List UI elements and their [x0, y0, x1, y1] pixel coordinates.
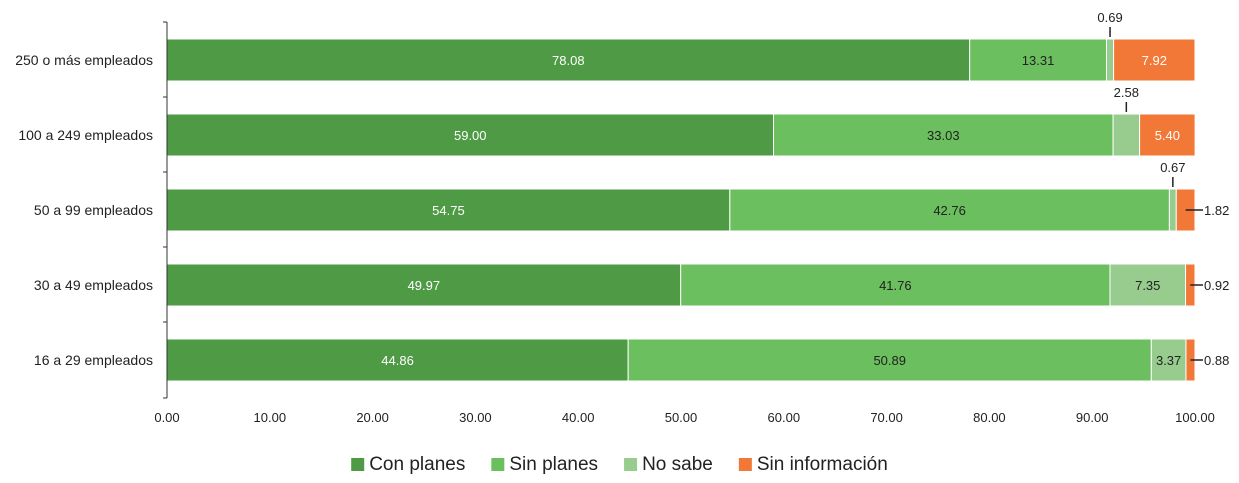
data-label: 54.75	[432, 203, 465, 218]
bar-no-sabe-250-o-mas-empleados	[1105, 38, 1115, 82]
x-tick-label: 90.00	[1076, 410, 1109, 425]
category-label: 16 a 29 empleados	[34, 352, 153, 368]
x-tick-label: 10.00	[254, 410, 287, 425]
bar-con-planes-100-a-249-empleados	[166, 113, 775, 157]
data-label: 59.00	[454, 128, 487, 143]
bar-no-sabe-100-a-249-empleados	[1112, 113, 1141, 157]
bar-sin-planes-250-o-mas-empleados	[969, 38, 1107, 82]
data-label: 50.89	[873, 353, 906, 368]
bar-sin-planes-30-a-49-empleados	[680, 263, 1111, 307]
legend-label-sin-informacion: Sin información	[757, 454, 888, 475]
x-tick-label: 70.00	[870, 410, 903, 425]
x-tick-label: 100.00	[1175, 410, 1215, 425]
category-label: 100 a 249 empleados	[18, 127, 153, 143]
bar-no-sabe-50-a-99-empleados	[1168, 188, 1177, 232]
x-tick-label: 40.00	[562, 410, 595, 425]
legend-label-sin-planes: Sin planes	[509, 454, 598, 475]
bar-sin-informacion-250-o-mas-empleados	[1113, 38, 1196, 82]
data-label: 33.03	[927, 128, 960, 143]
category-label: 30 a 49 empleados	[34, 277, 153, 293]
axes-group: 250 o más empleados 100 a 249 empleados 50…	[15, 21, 1215, 425]
x-tick-label: 0.00	[154, 410, 179, 425]
bar-sin-informacion-100-a-249-empleados	[1139, 113, 1196, 157]
bar-con-planes-50-a-99-empleados	[166, 188, 731, 232]
data-label: 7.92	[1142, 53, 1167, 68]
data-label: 13.31	[1022, 53, 1055, 68]
data-label: 0.67	[1160, 160, 1185, 175]
data-label: 2.58	[1114, 85, 1139, 100]
category-label: 50 a 99 empleados	[34, 202, 153, 218]
bar-no-sabe-30-a-49-empleados	[1109, 263, 1187, 307]
x-tick-label: 20.00	[356, 410, 389, 425]
legend-label-con-planes: Con planes	[369, 454, 465, 475]
data-label: 1.82	[1204, 203, 1229, 218]
data-label: 3.37	[1156, 353, 1181, 368]
bar-sin-planes-50-a-99-empleados	[729, 188, 1170, 232]
data-label: 0.88	[1204, 353, 1229, 368]
data-label: 5.40	[1155, 128, 1180, 143]
x-tick-label: 80.00	[973, 410, 1006, 425]
legend: Con planes Sin planes No sabe Sin informaci…	[351, 454, 888, 475]
data-label: 42.76	[933, 203, 966, 218]
bar-con-planes-250-o-mas-empleados	[166, 38, 971, 82]
data-label: 0.92	[1204, 278, 1229, 293]
bar-no-sabe-16-a-29-empleados	[1150, 338, 1187, 382]
bar-sin-planes-100-a-249-empleados	[773, 113, 1114, 157]
legend-swatch-sin-planes	[491, 458, 505, 471]
data-label: 49.97	[408, 278, 441, 293]
bar-con-planes-16-a-29-empleados	[166, 338, 629, 382]
data-label: 41.76	[879, 278, 912, 293]
category-label: 250 o más empleados	[15, 52, 153, 68]
x-tick-label: 60.00	[768, 410, 801, 425]
x-tick-label: 30.00	[459, 410, 492, 425]
bars-group: 78.08 13.31 7.92 59.00 33.03 5.40 54.75 42.76 49…	[166, 38, 1196, 382]
legend-swatch-sin-informacion	[738, 458, 752, 471]
legend-swatch-con-planes	[351, 458, 365, 471]
callouts-group: 0.69 2.58 0.67 1.82 0.92 0.88	[1097, 10, 1229, 368]
x-tick-label: 50.00	[665, 410, 698, 425]
data-label: 44.86	[381, 353, 414, 368]
data-label: 7.35	[1135, 278, 1160, 293]
data-label: 78.08	[552, 53, 585, 68]
legend-swatch-no-sabe	[624, 458, 638, 471]
legend-label-no-sabe: No sabe	[642, 454, 713, 475]
data-label: 0.69	[1097, 10, 1122, 25]
